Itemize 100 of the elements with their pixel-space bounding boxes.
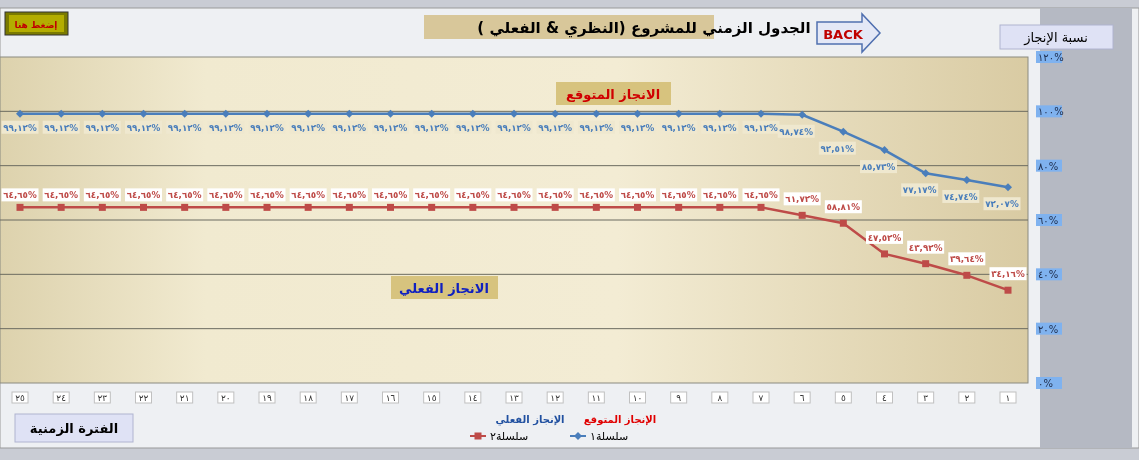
data-label: ٩٩,١٢% xyxy=(661,122,696,133)
y-axis-title: نسبة الإنجاز xyxy=(1023,30,1088,46)
point xyxy=(387,203,394,211)
point xyxy=(221,109,230,118)
x-tick-label: ٢٥ xyxy=(15,393,25,403)
data-label: ٩٩,١٢% xyxy=(332,122,367,133)
point xyxy=(716,203,724,211)
data-label: ٦٤,٦٥% xyxy=(209,190,243,201)
point xyxy=(16,203,24,211)
data-label: ٦٤,٦٥% xyxy=(744,190,778,201)
point xyxy=(98,203,106,211)
y-tick-label: ٨٠% xyxy=(1038,160,1059,172)
point xyxy=(592,203,600,211)
data-label: ٣٩,٦٤% xyxy=(950,254,984,265)
data-label: ٩٩,١٢% xyxy=(414,122,449,133)
data-label: ٦٤,٦٥% xyxy=(703,190,737,201)
annotation: الانجاز المتوقع xyxy=(565,87,661,102)
x-tick-label: ٣ xyxy=(923,393,929,403)
point xyxy=(715,109,724,118)
text: الإنجاز المتوقع xyxy=(583,414,657,426)
x-axis-title: الفترة الزمنية xyxy=(29,421,119,436)
point xyxy=(98,109,107,118)
data-label: ٧٢,٠٧% xyxy=(985,199,1019,210)
data-label: ٦٤,٦٥% xyxy=(579,190,614,201)
point xyxy=(551,203,559,211)
data-label: ٩٩,١٢% xyxy=(126,122,161,133)
x-tick-label: ١٠ xyxy=(632,393,643,403)
y-tick-label: ٠% xyxy=(1038,378,1053,389)
x-tick-label: ٢٣ xyxy=(97,393,108,403)
point xyxy=(551,109,560,118)
text: الإنجاز الفعلي xyxy=(495,414,565,426)
data-label: ٩٩,١٢% xyxy=(44,122,79,133)
y-tick-label: ١٢٠% xyxy=(1038,52,1064,63)
x-tick-label: ٢١ xyxy=(179,393,190,403)
data-label: ٣٤,١٦% xyxy=(991,269,1025,280)
x-tick-label: ١١ xyxy=(591,393,602,403)
point xyxy=(1004,286,1012,294)
point xyxy=(263,109,271,118)
x-tick-label: ١٧ xyxy=(344,393,355,403)
data-label: ٤٧,٥٢% xyxy=(867,232,902,243)
data-label: ٩٩,١٢% xyxy=(579,122,614,133)
data-label: ٩٨,٧٤% xyxy=(779,126,814,137)
point xyxy=(345,203,353,211)
x-tick-label: ٢٠ xyxy=(221,393,231,403)
x-tick-label: ١٨ xyxy=(303,393,314,403)
data-label: ٨٥,٧٣% xyxy=(861,162,896,173)
x-tick-label: ١٥ xyxy=(426,393,437,403)
chart-title: الجدول الزمني للمشروع (النظري & الفعلي ) xyxy=(477,19,811,38)
point xyxy=(921,169,930,178)
data-label: ٦٤,٦٥% xyxy=(456,190,490,201)
data-label: ٦٤,٦٥% xyxy=(85,190,120,201)
annotation: الانجاز الفعلي xyxy=(399,281,489,296)
data-label: ٧٧,١٧% xyxy=(902,185,937,196)
x-tick-label: ١٢ xyxy=(550,393,561,403)
data-label: ٩٩,١٢% xyxy=(497,122,531,133)
point xyxy=(140,203,147,211)
data-label: ٦١,٧٢% xyxy=(785,194,820,205)
data-label: ٩٩,١٢% xyxy=(373,122,408,133)
data-label: ٩٩,١٢% xyxy=(456,122,490,133)
data-label: ٦٤,٦٥% xyxy=(44,190,79,201)
data-label: ٩٢,٥١% xyxy=(820,143,855,154)
point xyxy=(757,109,765,118)
data-label: ٦٤,٦٥% xyxy=(167,190,202,201)
point xyxy=(634,203,641,211)
data-label: ٦٤,٦٥% xyxy=(538,190,573,201)
x-tick-label: ١٩ xyxy=(262,393,272,403)
y-tick-label: ١٠٠% xyxy=(1038,106,1064,118)
point xyxy=(674,109,683,118)
data-label: ٦٤,٦٥% xyxy=(250,190,284,201)
legend-label: سلسلة٢ xyxy=(490,430,529,443)
point xyxy=(880,146,889,155)
point xyxy=(757,203,765,211)
x-tick-label: ١٦ xyxy=(385,393,396,403)
point xyxy=(263,203,271,211)
point xyxy=(428,203,436,211)
x-tick-label: ٢٢ xyxy=(138,393,149,403)
data-label: ٦٤,٦٥% xyxy=(620,190,655,201)
point xyxy=(386,109,395,118)
point xyxy=(962,175,971,184)
x-tick-label: ٢ xyxy=(964,393,970,403)
data-label: ٦٤,٦٥% xyxy=(497,190,531,201)
y-tick-label: ٢٠% xyxy=(1038,323,1059,335)
data-label: ٦٤,٦٥% xyxy=(291,190,326,201)
point xyxy=(881,250,888,258)
data-label: ٦٤,٦٥% xyxy=(3,190,37,201)
y-tick-label: ٦٠% xyxy=(1038,215,1059,226)
data-label: ٦٤,٦٥% xyxy=(661,190,696,201)
x-tick-label: ٩ xyxy=(676,393,682,403)
point xyxy=(798,110,807,119)
x-tick-label: ٦ xyxy=(799,393,805,403)
data-label: ٩٩,١٢% xyxy=(703,122,737,133)
data-label: ٦٤,٦٥% xyxy=(126,190,161,201)
point xyxy=(675,203,683,211)
data-label: ٩٩,١٢% xyxy=(250,122,284,133)
point xyxy=(839,127,848,136)
x-tick-label: ٢٤ xyxy=(56,393,67,403)
x-tick-label: ١ xyxy=(1005,393,1011,403)
point xyxy=(57,203,65,211)
point xyxy=(345,109,354,118)
x-tick-label: ٨ xyxy=(717,393,723,403)
